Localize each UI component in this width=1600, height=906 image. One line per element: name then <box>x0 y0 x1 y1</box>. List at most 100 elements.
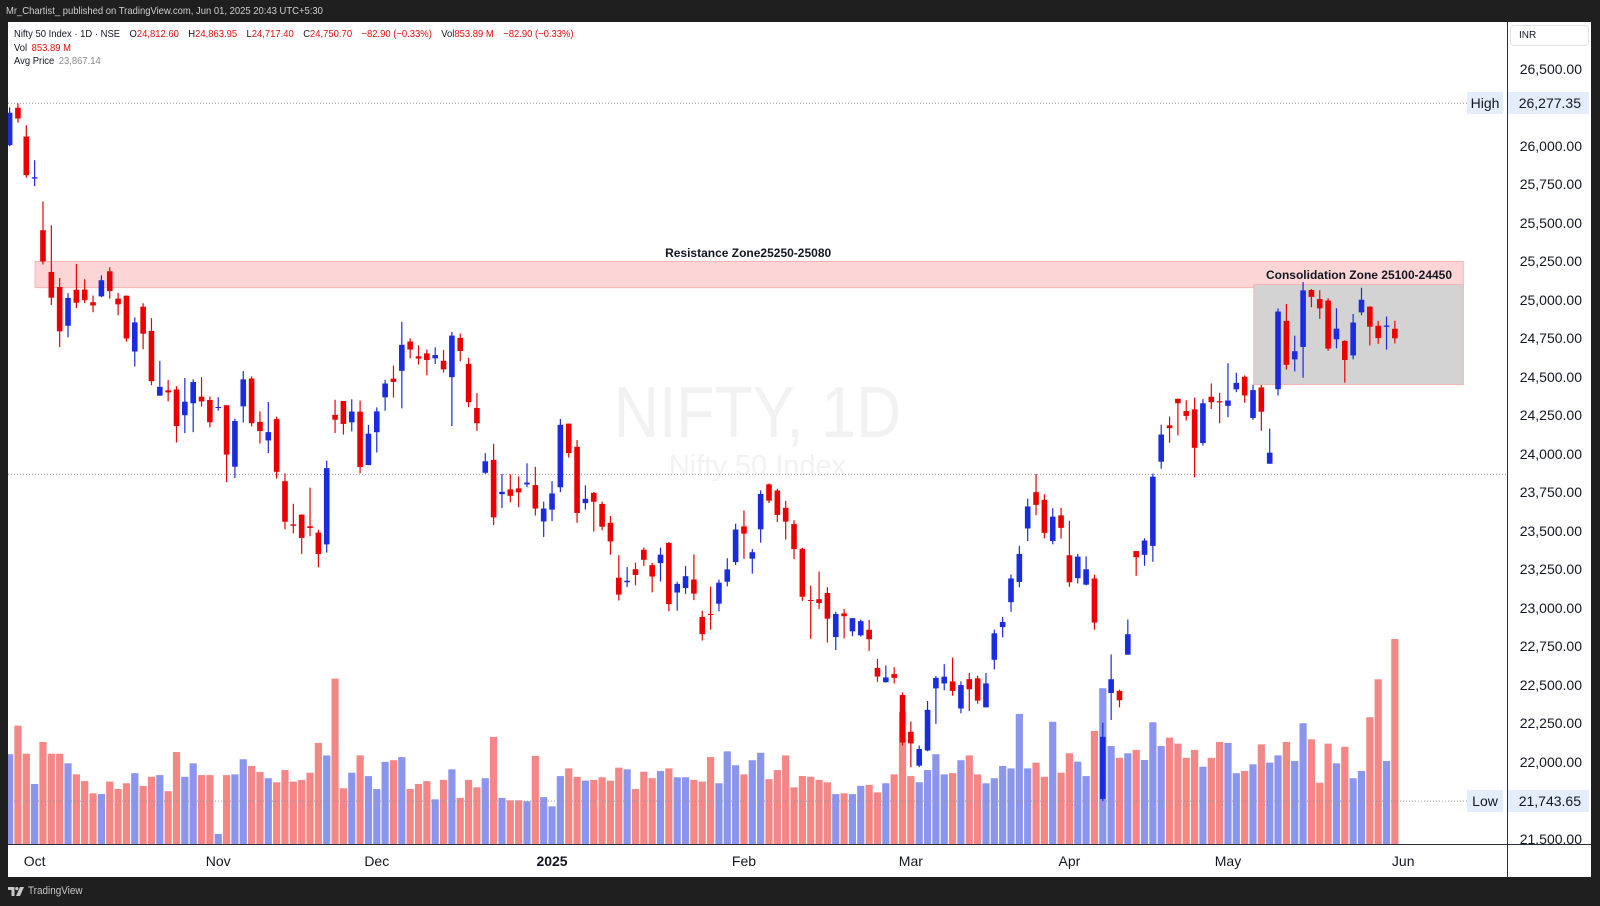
candle-body <box>131 322 138 352</box>
volume-bar <box>1182 757 1190 844</box>
consolidation-zone-label: Consolidation Zone 25100-24450 <box>1266 268 1452 282</box>
volume-bar <box>581 780 590 844</box>
candle-body <box>849 618 856 632</box>
legend-ohlc-row: Nifty 50 Index · 1D · NSE O24,812.60 H24… <box>14 28 574 42</box>
volume-bar <box>999 765 1007 844</box>
price-axis-tick: 25,000.00 <box>1519 291 1582 308</box>
candle-body <box>1392 328 1398 339</box>
candle-body <box>791 524 797 550</box>
volume-bar <box>1124 753 1132 844</box>
price-axis-tick: 26,000.00 <box>1519 138 1582 154</box>
volume-bar <box>1257 744 1265 844</box>
time-axis-tick: 2025 <box>536 853 568 869</box>
volume-bar <box>631 789 640 844</box>
candle-body <box>190 382 196 404</box>
price-axis-tick: 24,750.00 <box>1519 330 1582 347</box>
candle-body <box>81 289 88 301</box>
volume-bar <box>131 773 139 844</box>
candle <box>1024 498 1031 542</box>
volume-bar <box>214 833 222 844</box>
candle-body <box>874 667 881 677</box>
candle <box>40 201 46 265</box>
volume-bar <box>698 781 706 844</box>
legend-open-value: 24,812.60 <box>136 28 179 40</box>
candle-body <box>1100 736 1106 799</box>
volume-bar <box>556 776 564 844</box>
candle <box>741 510 747 559</box>
legend-high-key: H <box>188 28 196 40</box>
volume-bar <box>715 783 723 844</box>
candle-body <box>148 330 155 382</box>
candle <box>1216 392 1223 424</box>
candle <box>115 292 121 316</box>
candle <box>1241 375 1248 403</box>
volume-bar <box>540 797 548 844</box>
volume-bar <box>431 799 439 844</box>
time-axis-tick: Jun <box>1391 853 1415 869</box>
candle <box>1367 306 1373 346</box>
candle <box>574 440 580 523</box>
candle <box>1133 551 1139 576</box>
volume-bar <box>1291 760 1299 844</box>
volume-bar <box>172 752 181 844</box>
candle-body <box>424 353 430 360</box>
candle <box>499 473 505 509</box>
volume-bar <box>256 771 264 844</box>
candle-body <box>974 678 981 701</box>
candle <box>482 453 489 474</box>
candle-body <box>741 526 747 534</box>
legend-close-value: 24,750.70 <box>310 28 353 40</box>
price-axis-tick: 22,250.00 <box>1519 715 1582 732</box>
candle-body <box>1049 516 1056 541</box>
candle <box>1308 289 1315 308</box>
candle-body <box>999 622 1006 628</box>
volume-bar <box>1332 763 1341 844</box>
candle-body <box>115 298 121 305</box>
reference-line-layer <box>8 102 1507 802</box>
volume-bar <box>31 783 39 844</box>
candle-body <box>674 583 680 593</box>
candle <box>1191 397 1198 478</box>
candle-body <box>465 363 472 403</box>
candle-body <box>1058 515 1064 528</box>
time-axis-tick: Nov <box>205 853 231 869</box>
candle <box>607 515 614 555</box>
volume-bar <box>1040 776 1048 844</box>
volume-bar <box>1132 749 1140 844</box>
volume-bar <box>1115 757 1124 844</box>
candle-body <box>1016 553 1023 582</box>
candle <box>732 523 739 566</box>
candle-body <box>607 522 614 542</box>
candle-body <box>908 731 914 744</box>
volume-bar <box>773 770 781 844</box>
candle <box>457 333 464 362</box>
volume-bar <box>1140 759 1149 844</box>
volume-bar <box>923 770 932 844</box>
candle-body <box>682 576 689 589</box>
volume-bar <box>56 753 64 844</box>
volume-bar <box>1149 722 1157 844</box>
candle <box>1141 538 1148 566</box>
candle-body <box>916 749 923 766</box>
candle <box>232 418 238 479</box>
volume-bar <box>681 777 690 844</box>
volume-bar <box>473 787 481 844</box>
volume-bar <box>907 776 915 844</box>
candle-body <box>549 493 555 510</box>
volume-bar <box>1307 739 1316 844</box>
candle-body <box>499 491 505 495</box>
volume-bar <box>348 772 356 844</box>
volume-bar <box>1049 721 1057 844</box>
candle-body <box>841 613 847 617</box>
candle-body <box>373 411 380 433</box>
legend-volume-key: Vol <box>14 41 28 54</box>
volume-bar <box>857 785 865 844</box>
candle-body <box>1116 690 1123 701</box>
volume-bar <box>1374 679 1382 844</box>
candle <box>340 401 347 435</box>
candle <box>323 460 330 553</box>
candle-body <box>1358 299 1365 313</box>
candle-body <box>90 302 96 306</box>
low-price-tag-label: Low <box>1467 790 1503 813</box>
legend-change: −82.90 (−0.33%) <box>361 28 432 40</box>
